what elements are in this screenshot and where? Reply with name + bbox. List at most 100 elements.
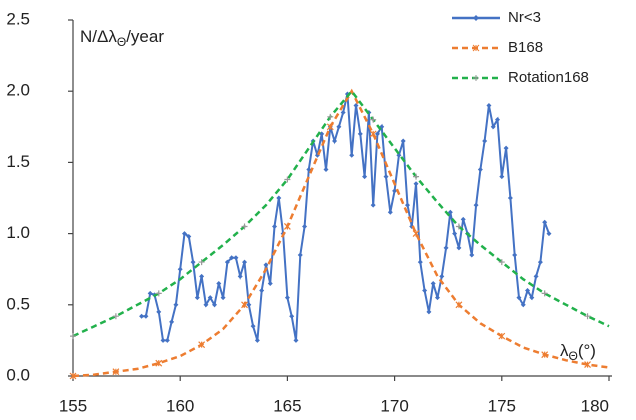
- point: [229, 255, 235, 261]
- y-tick-label: 2.0: [6, 81, 30, 100]
- legend-marker: [473, 15, 479, 21]
- point: [327, 113, 334, 120]
- series: [139, 91, 552, 343]
- point: [455, 301, 463, 309]
- point: [447, 209, 453, 215]
- point: [263, 262, 269, 268]
- point: [469, 252, 475, 258]
- point: [181, 231, 187, 237]
- y-tick-label: 1.0: [6, 223, 30, 242]
- point: [143, 313, 149, 319]
- point: [370, 202, 376, 208]
- point: [177, 266, 183, 272]
- point: [326, 123, 334, 131]
- point: [412, 230, 420, 238]
- point: [387, 209, 393, 215]
- point: [199, 273, 205, 279]
- point: [207, 295, 213, 301]
- point: [537, 259, 543, 265]
- point: [434, 295, 440, 301]
- series: [69, 88, 610, 380]
- point: [357, 131, 363, 137]
- x-tick-label: 155: [59, 396, 87, 415]
- x-tick-label: 170: [380, 396, 408, 415]
- point: [70, 333, 76, 340]
- point: [302, 223, 308, 229]
- point: [426, 309, 432, 315]
- point: [283, 223, 291, 230]
- point: [259, 288, 265, 294]
- point: [323, 167, 329, 173]
- point: [336, 124, 342, 130]
- point: [169, 319, 175, 325]
- x-tick-label: 165: [273, 396, 301, 415]
- point: [276, 195, 282, 201]
- point: [455, 223, 462, 230]
- point: [349, 152, 355, 158]
- point: [164, 337, 170, 343]
- point: [541, 290, 548, 297]
- point: [422, 288, 428, 294]
- point: [237, 273, 243, 279]
- point: [293, 337, 299, 343]
- point: [460, 216, 466, 222]
- point: [212, 302, 218, 308]
- point: [498, 259, 505, 266]
- x-axis-label: λΘ(°): [560, 341, 596, 363]
- point: [473, 202, 479, 208]
- point: [198, 341, 206, 349]
- series-line: [141, 93, 550, 342]
- point: [495, 117, 501, 123]
- point: [112, 313, 119, 320]
- point: [490, 124, 496, 130]
- y-axis-label: N/ΔλΘ/year: [80, 27, 164, 49]
- point: [439, 273, 445, 279]
- point: [203, 302, 209, 308]
- y-tick-label: 2.5: [6, 9, 30, 28]
- point: [498, 332, 506, 340]
- series-line: [72, 89, 610, 338]
- point: [456, 245, 462, 251]
- point: [584, 361, 591, 369]
- point: [452, 231, 458, 237]
- point: [160, 337, 166, 343]
- point: [241, 301, 248, 309]
- legend-marker: [473, 75, 479, 81]
- x-tick-label: 175: [488, 396, 516, 415]
- point: [443, 245, 449, 251]
- point: [254, 337, 260, 343]
- point: [482, 138, 488, 144]
- legend-marker: [472, 44, 480, 52]
- y-tick-label: 0.5: [6, 294, 30, 313]
- point: [216, 280, 222, 286]
- point: [267, 280, 273, 286]
- point: [529, 295, 535, 301]
- point: [156, 309, 162, 315]
- point: [194, 295, 200, 301]
- point: [520, 302, 526, 308]
- x-tick-label: 160: [166, 396, 194, 415]
- point: [525, 288, 531, 294]
- point: [155, 359, 163, 367]
- point: [224, 259, 230, 265]
- point: [353, 102, 359, 108]
- point: [546, 231, 552, 237]
- point: [297, 252, 303, 258]
- point: [198, 259, 205, 266]
- point: [383, 174, 389, 180]
- point: [190, 259, 196, 265]
- point: [404, 202, 410, 208]
- series: [70, 89, 610, 340]
- point: [512, 252, 518, 258]
- point: [430, 280, 436, 286]
- point: [362, 174, 368, 180]
- point: [242, 259, 248, 265]
- point: [332, 138, 338, 144]
- point: [417, 259, 423, 265]
- point: [289, 313, 295, 319]
- point: [499, 174, 505, 180]
- point: [186, 233, 192, 239]
- y-tick-label: 1.5: [6, 152, 30, 171]
- series-line: [72, 88, 610, 378]
- point: [370, 116, 377, 123]
